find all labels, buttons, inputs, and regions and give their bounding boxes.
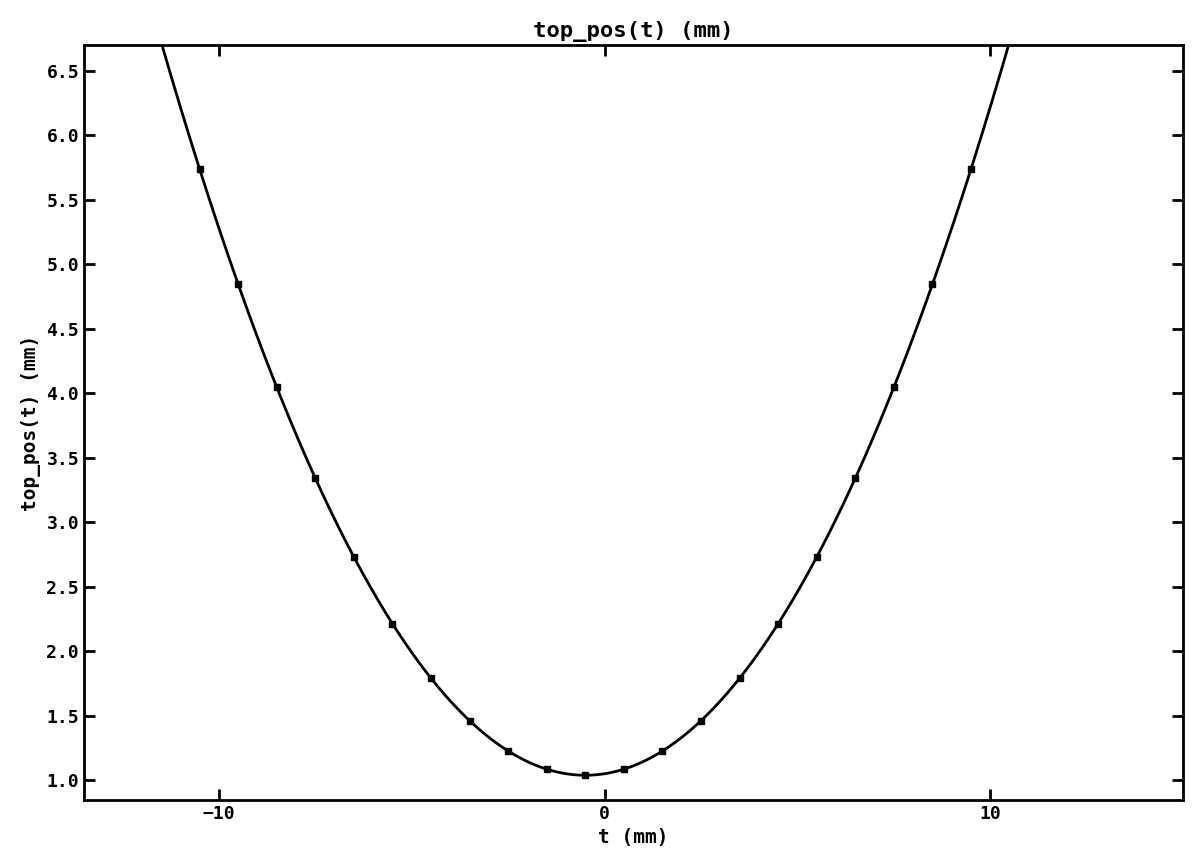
Title: top_pos(t) (mm): top_pos(t) (mm): [533, 21, 733, 42]
X-axis label: t (mm): t (mm): [598, 828, 668, 847]
Y-axis label: top_pos(t) (mm): top_pos(t) (mm): [20, 334, 41, 510]
